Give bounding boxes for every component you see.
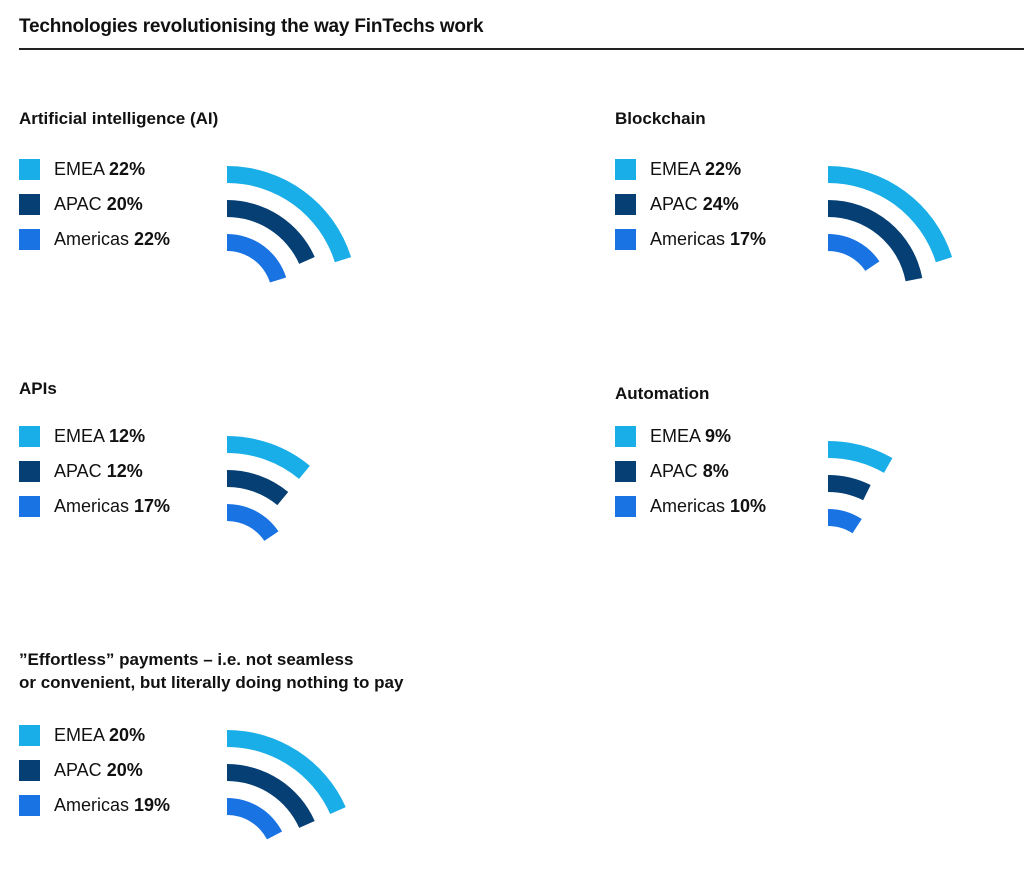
- legend-region: Americas: [54, 795, 130, 815]
- arc-apac: [227, 470, 289, 506]
- legend: EMEA 20% APAC 20% Americas 19%: [19, 718, 170, 823]
- title-divider: [19, 48, 1024, 50]
- arc-americas: [227, 504, 279, 541]
- legend-item-americas: Americas 17%: [19, 489, 170, 524]
- legend-swatch-emea: [615, 426, 636, 447]
- legend-value: 24%: [702, 194, 739, 214]
- legend-value: 12%: [109, 426, 146, 446]
- legend-value: 19%: [134, 795, 171, 815]
- arc-emea: [227, 166, 352, 263]
- legend-item-emea: EMEA 12%: [19, 419, 170, 454]
- legend-swatch-emea: [19, 725, 40, 746]
- legend-value: 22%: [705, 159, 742, 179]
- arc-chart: [227, 166, 352, 283]
- legend-value: 17%: [730, 229, 767, 249]
- legend-value: 20%: [106, 760, 143, 780]
- arc-emea: [828, 441, 893, 473]
- legend-item-apac: APAC 20%: [19, 187, 170, 222]
- legend-item-emea: EMEA 22%: [19, 152, 170, 187]
- legend-value: 20%: [106, 194, 143, 214]
- legend: EMEA 22% APAC 20% Americas 22%: [19, 152, 170, 257]
- legend-region: APAC: [54, 461, 102, 481]
- legend: EMEA 9% APAC 8% Americas 10%: [615, 419, 766, 524]
- legend-swatch-emea: [19, 426, 40, 447]
- arc-emea: [227, 436, 310, 479]
- arc-chart: [828, 166, 953, 282]
- legend-item-americas: Americas 22%: [19, 222, 170, 257]
- arc-apac: [227, 764, 315, 828]
- panel-apis: APIs EMEA 12% APAC 12% Americas 17%: [19, 377, 439, 607]
- panel-effortless-payments: ”Effortless” payments – i.e. not seamles…: [19, 648, 439, 878]
- legend-value: 17%: [134, 496, 171, 516]
- legend-value: 22%: [134, 229, 171, 249]
- legend-region: APAC: [54, 194, 102, 214]
- arc-apac: [828, 475, 871, 501]
- legend-item-americas: Americas 10%: [615, 489, 766, 524]
- legend-swatch-apac: [615, 461, 636, 482]
- legend-swatch-americas: [19, 496, 40, 517]
- arc-chart: [227, 730, 346, 840]
- arc-americas: [227, 798, 283, 840]
- arc-americas: [828, 234, 880, 271]
- legend-region: Americas: [650, 229, 726, 249]
- legend-value: 20%: [109, 725, 146, 745]
- legend-value: 9%: [705, 426, 732, 446]
- panel-title: Automation: [615, 384, 710, 403]
- legend-item-apac: APAC 8%: [615, 454, 766, 489]
- panel-title: Artificial intelligence (AI): [19, 109, 219, 128]
- panel-title: ”Effortless” payments – i.e. not seamles…: [19, 650, 404, 692]
- arc-chart: [828, 441, 893, 534]
- panel-blockchain: Blockchain EMEA 22% APAC 24% Americas 17…: [615, 107, 1024, 337]
- legend-region: APAC: [650, 461, 698, 481]
- legend-swatch-americas: [19, 795, 40, 816]
- arc-emea: [227, 730, 346, 815]
- arc-chart: [227, 436, 310, 541]
- legend-item-emea: EMEA 9%: [615, 419, 766, 454]
- legend-region: Americas: [54, 496, 130, 516]
- legend-item-americas: Americas 19%: [19, 788, 170, 823]
- legend-region: EMEA: [54, 159, 105, 179]
- legend-value: 22%: [109, 159, 146, 179]
- legend-swatch-emea: [615, 159, 636, 180]
- panel-automation: Automation EMEA 9% APAC 8% Americas 10%: [615, 382, 1024, 612]
- legend-swatch-americas: [615, 496, 636, 517]
- legend-swatch-americas: [615, 229, 636, 250]
- arc-apac: [227, 200, 315, 264]
- panel-ai: Artificial intelligence (AI) EMEA 22% AP…: [19, 107, 439, 337]
- legend-region: APAC: [54, 760, 102, 780]
- legend-value: 12%: [106, 461, 143, 481]
- legend-swatch-americas: [19, 229, 40, 250]
- legend-region: EMEA: [650, 159, 701, 179]
- legend-item-americas: Americas 17%: [615, 222, 766, 257]
- legend-region: Americas: [650, 496, 726, 516]
- arc-emea: [828, 166, 953, 263]
- legend-region: Americas: [54, 229, 130, 249]
- legend-item-apac: APAC 12%: [19, 454, 170, 489]
- legend-swatch-apac: [19, 461, 40, 482]
- legend: EMEA 12% APAC 12% Americas 17%: [19, 419, 170, 524]
- arc-americas: [227, 234, 287, 283]
- legend-region: EMEA: [54, 725, 105, 745]
- legend-value: 8%: [702, 461, 729, 481]
- legend-item-emea: EMEA 22%: [615, 152, 766, 187]
- legend-swatch-apac: [19, 194, 40, 215]
- arc-americas: [828, 509, 862, 534]
- page-title: Technologies revolutionising the way Fin…: [19, 16, 484, 37]
- legend-region: APAC: [650, 194, 698, 214]
- legend-item-apac: APAC 20%: [19, 753, 170, 788]
- legend-region: EMEA: [650, 426, 701, 446]
- panel-title: Blockchain: [615, 109, 706, 128]
- legend-swatch-apac: [615, 194, 636, 215]
- panel-title: APIs: [19, 379, 57, 398]
- legend-region: EMEA: [54, 426, 105, 446]
- arc-apac: [828, 200, 923, 282]
- legend-item-emea: EMEA 20%: [19, 718, 170, 753]
- legend-swatch-apac: [19, 760, 40, 781]
- legend-item-apac: APAC 24%: [615, 187, 766, 222]
- legend-swatch-emea: [19, 159, 40, 180]
- legend-value: 10%: [730, 496, 767, 516]
- legend: EMEA 22% APAC 24% Americas 17%: [615, 152, 766, 257]
